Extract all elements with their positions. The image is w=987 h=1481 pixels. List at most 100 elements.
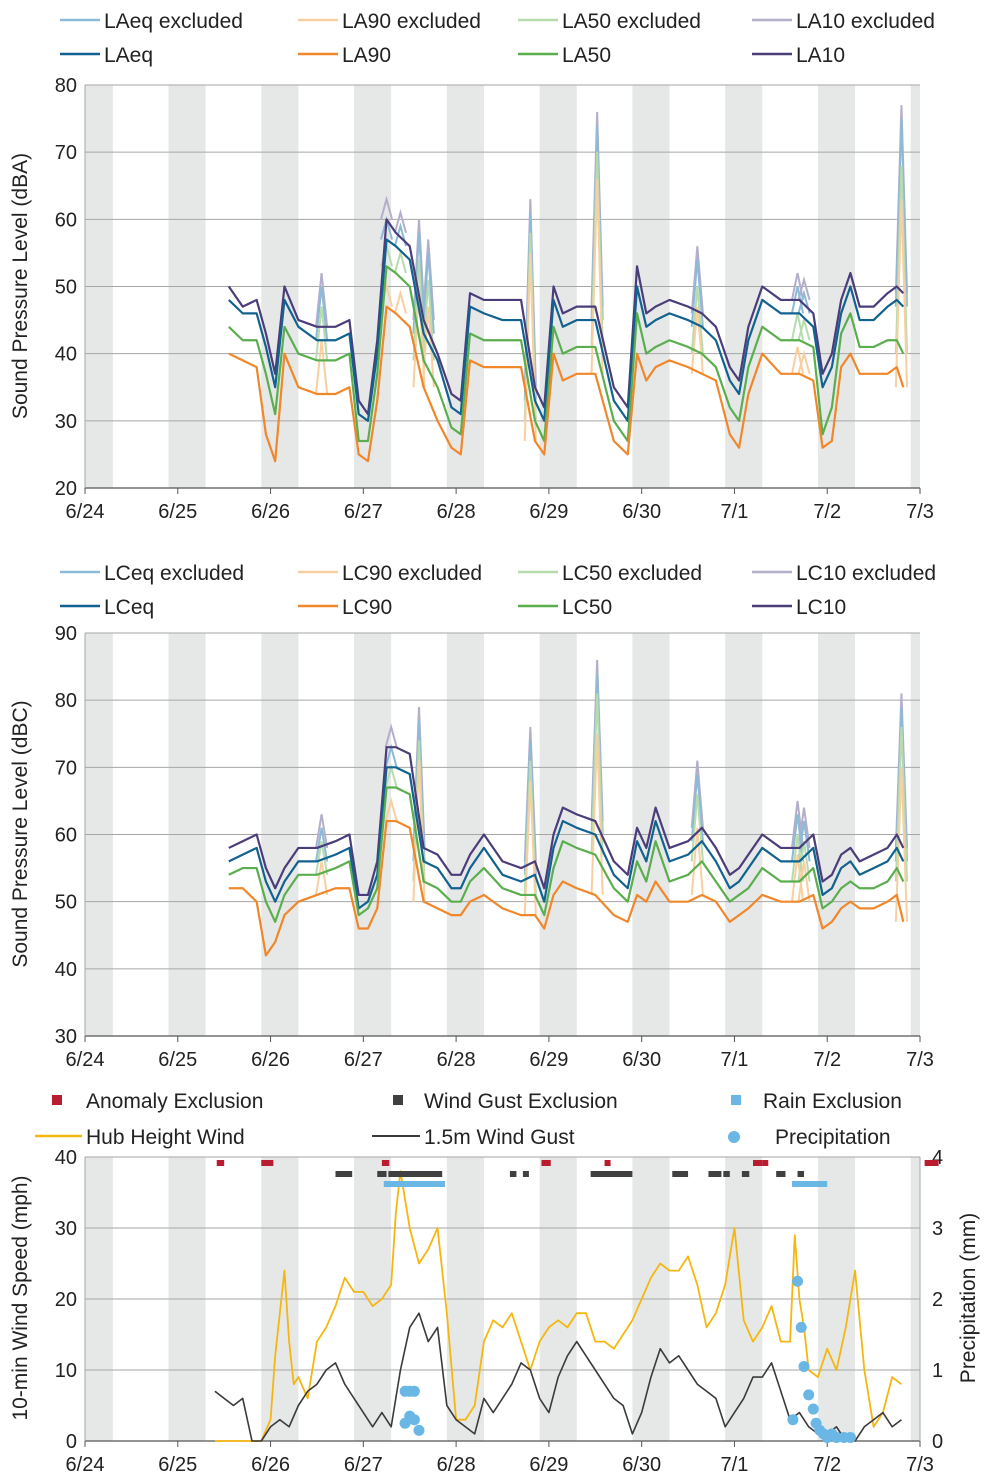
legend-laeq-excluded: LAeq excluded [104,10,243,33]
series-line-la90 [228,305,905,463]
series-line-lc50 [228,786,905,923]
y-tick-label: 20 [55,478,77,500]
excluded-spike-laeq [690,259,704,327]
legend-la10-excluded: LA10 excluded [796,10,935,33]
legend-la90-excluded: LA90 excluded [342,10,481,33]
legend-wind-gust-exclusion: Wind Gust Exclusion [424,1090,618,1113]
wind-gust-exclusion-mark [741,1171,750,1177]
wind-gust-exclusion-mark [776,1171,786,1177]
excluded-spike-lc90 [523,780,537,916]
legend-wind-gust: 1.5m Wind Gust [424,1126,575,1149]
plot-area-dbc: 30 40 50 60 70 80 90 6/24 6/25 6/26 6/27 6/28 6/29 6/… [55,623,934,1071]
precipitation-point [408,1385,420,1397]
excluded-spike-la50 [393,249,407,274]
wind-gust-exclusion-mark [522,1171,529,1177]
y-tick-label: 0 [66,1431,77,1453]
chart-dbc: LCeq excluded LC90 excluded LC50 exclude… [9,562,936,1071]
anomaly-exclusion-mark [753,1160,763,1166]
legend-lc10-excluded: LC10 excluded [796,562,936,585]
x-tick-label: 6/24 [66,1454,105,1476]
x-tick-label: 7/3 [906,501,934,523]
legend-laeq: LAeq [104,44,153,67]
x-tick-label: 6/30 [622,1049,661,1071]
wind-gust-exclusion-mark [509,1171,517,1177]
legend-lc90: LC90 [342,596,392,619]
excluded-spike-laeq [421,252,435,334]
excluded-spike-la90 [690,306,704,374]
series-line-laeq [228,238,905,422]
y-tick-label: 50 [55,277,77,299]
x-tick-label: 6/29 [529,1049,568,1071]
excluded-spike-lc50 [690,794,704,862]
series-line-wind-gust [214,1312,902,1442]
y-tick-label: 30 [55,411,77,433]
rain-exclusion-mark [791,1181,828,1187]
legend-wind-gust-exclusion-swatch [393,1095,403,1105]
x-tick-label: 7/2 [813,501,841,523]
legend-hub-height-wind: Hub Height Wind [86,1126,245,1149]
plot-area-wind: 0 10 20 30 40 0 1 2 3 4 6/24 6/25 6/26 6/27 6/28 6/29 6/… [55,1147,943,1476]
legend-la50: LA50 [562,44,611,67]
excluded-spike-lc90 [690,827,704,896]
legend-dba: LAeq excluded LA90 excluded LA50 exclude… [60,10,935,67]
y-tick-label: 30 [55,1026,77,1048]
series-line-la10 [227,218,905,416]
excluded-spike-la10 [379,195,394,220]
series-line-lc10 [228,746,905,897]
x-tick-label: 6/26 [251,1454,290,1476]
series-line-lc90 [228,819,905,957]
excluded-spike-lc50 [590,693,604,855]
x-tick-label: 6/25 [158,1454,197,1476]
legend-lc50: LC50 [562,596,612,619]
precipitation-point [413,1424,425,1436]
excluded-spike-la50 [797,316,811,341]
x-tick-label: 7/1 [721,1454,749,1476]
y-tick-label: 50 [55,892,77,914]
legend-lceq: LCeq [104,596,154,619]
plot-area-dba: 20 30 40 50 60 70 80 6/24 6/25 6/26 6/27 6/28 6/29 6/… [55,75,934,523]
x-tick-label: 7/3 [906,1049,934,1071]
excluded-spike-lc10 [384,723,398,748]
legend-lc10: LC10 [796,596,846,619]
wind-gust-exclusion-mark [335,1171,353,1177]
anomaly-exclusion-mark [924,1160,939,1166]
anomaly-exclusion-mark [762,1160,769,1166]
y2-tick-label: 0 [932,1431,943,1453]
excluded-spike-la10 [393,208,407,234]
excluded-spike-laeq [894,118,909,307]
rain-exclusion-mark [383,1181,445,1187]
legend-lceq-excluded: LCeq excluded [104,562,244,585]
legend-lc50-excluded: LC50 excluded [562,562,702,585]
excluded-spike-lc90 [797,861,811,902]
y-axis-title-wind: 10-min Wind Speed (mph) [9,1175,32,1420]
legend-precipitation: Precipitation [775,1126,891,1149]
x-tick-label: 6/27 [344,1454,383,1476]
y2-tick-label: 3 [932,1218,943,1240]
legend-rain-exclusion-swatch [731,1095,741,1105]
excluded-spike-lc90 [590,733,604,895]
anomaly-exclusion-mark [604,1160,611,1166]
y-tick-label: 10 [55,1360,77,1382]
y-tick-label: 80 [55,75,77,97]
excluded-spike-la90 [393,289,407,314]
excluded-spike-la10 [315,272,329,327]
precipitation-point [787,1414,799,1426]
x-tick-label: 6/24 [66,501,105,523]
y2-tick-label: 4 [932,1147,943,1169]
y-tick-label: 90 [55,623,77,645]
anomaly-exclusion-mark [381,1160,390,1166]
excluded-spike-laeq [315,286,329,341]
y2-tick-label: 2 [932,1289,943,1311]
x-tick-label: 6/29 [529,1454,568,1476]
y-tick-label: 20 [55,1289,77,1311]
x-tick-label: 6/27 [344,501,383,523]
anomaly-exclusion-mark [216,1160,225,1166]
excluded-spike-lc10 [690,760,704,828]
wind-gust-exclusion-mark [708,1171,722,1177]
x-tick-label: 7/2 [813,1454,841,1476]
wind-gust-exclusion-mark [388,1171,443,1177]
series-line-hub-height-wind [214,1170,902,1442]
x-tick-label: 6/30 [622,501,661,523]
x-tick-label: 6/29 [529,501,568,523]
excluded-spike-lceq [315,827,329,862]
